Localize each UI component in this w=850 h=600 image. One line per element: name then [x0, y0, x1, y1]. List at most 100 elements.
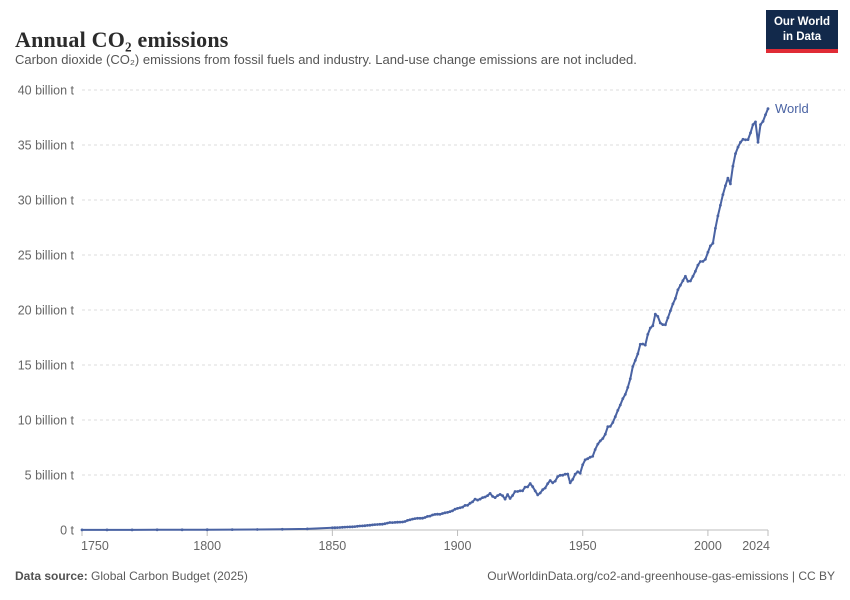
data-point-marker[interactable]	[596, 442, 600, 446]
data-point-marker[interactable]	[498, 493, 502, 496]
data-point-marker[interactable]	[378, 522, 382, 526]
data-point-marker[interactable]	[501, 494, 504, 498]
data-point-marker[interactable]	[366, 524, 369, 527]
data-point-marker[interactable]	[571, 478, 575, 481]
data-point-marker[interactable]	[541, 488, 545, 492]
data-point-marker[interactable]	[608, 425, 612, 428]
data-point-marker[interactable]	[628, 377, 632, 381]
data-point-marker[interactable]	[754, 120, 757, 124]
data-point-marker[interactable]	[383, 522, 387, 526]
data-point-marker[interactable]	[759, 123, 762, 126]
data-point-marker[interactable]	[488, 492, 492, 495]
data-point-marker[interactable]	[691, 275, 695, 278]
data-point-marker[interactable]	[576, 470, 580, 474]
data-point-marker[interactable]	[676, 288, 680, 292]
data-point-marker[interactable]	[598, 439, 602, 443]
data-point-marker[interactable]	[666, 316, 670, 320]
data-point-marker[interactable]	[626, 386, 630, 389]
data-point-marker[interactable]	[651, 324, 655, 328]
data-point-marker[interactable]	[518, 489, 522, 493]
data-point-marker[interactable]	[558, 473, 562, 477]
data-point-marker[interactable]	[679, 283, 682, 287]
data-point-marker[interactable]	[528, 482, 532, 485]
data-point-marker[interactable]	[155, 528, 159, 532]
data-point-marker[interactable]	[336, 526, 339, 529]
data-point-marker[interactable]	[548, 479, 552, 482]
data-point-marker[interactable]	[631, 365, 635, 368]
data-point-marker[interactable]	[398, 520, 402, 524]
data-point-marker[interactable]	[533, 489, 537, 493]
data-point-marker[interactable]	[674, 297, 677, 300]
data-point-marker[interactable]	[566, 472, 570, 476]
data-point-marker[interactable]	[473, 497, 477, 501]
data-point-marker[interactable]	[573, 472, 577, 476]
data-point-marker[interactable]	[491, 495, 494, 498]
data-point-marker[interactable]	[583, 458, 587, 462]
data-point-marker[interactable]	[714, 226, 717, 230]
data-point-marker[interactable]	[706, 250, 710, 254]
data-point-marker[interactable]	[371, 523, 374, 527]
owid-logo[interactable]: Our World in Data	[765, 10, 838, 53]
data-point-marker[interactable]	[731, 164, 735, 168]
data-point-marker[interactable]	[343, 525, 347, 529]
data-point-marker[interactable]	[739, 140, 742, 144]
data-point-marker[interactable]	[764, 113, 767, 117]
data-point-marker[interactable]	[671, 302, 675, 306]
data-point-marker[interactable]	[766, 107, 770, 111]
data-point-marker[interactable]	[481, 496, 484, 499]
data-point-marker[interactable]	[606, 425, 610, 429]
series-end-label[interactable]: World	[775, 101, 809, 116]
data-point-marker[interactable]	[418, 516, 422, 520]
data-point-marker[interactable]	[353, 525, 357, 528]
data-point-marker[interactable]	[471, 500, 474, 504]
data-point-marker[interactable]	[591, 454, 595, 458]
data-point-marker[interactable]	[761, 120, 765, 123]
data-point-marker[interactable]	[531, 485, 535, 489]
data-point-marker[interactable]	[546, 482, 550, 485]
data-point-marker[interactable]	[503, 497, 507, 501]
data-point-marker[interactable]	[744, 138, 747, 142]
data-point-marker[interactable]	[476, 498, 479, 502]
data-point-marker[interactable]	[431, 513, 434, 517]
data-point-marker[interactable]	[438, 512, 442, 516]
data-point-marker[interactable]	[641, 342, 645, 346]
data-point-marker[interactable]	[358, 524, 362, 528]
data-point-marker[interactable]	[386, 521, 389, 525]
data-point-marker[interactable]	[230, 528, 234, 531]
data-point-marker[interactable]	[478, 497, 482, 501]
data-point-marker[interactable]	[411, 517, 414, 521]
data-point-marker[interactable]	[341, 525, 344, 529]
data-point-marker[interactable]	[616, 409, 620, 412]
data-point-marker[interactable]	[205, 528, 209, 532]
data-point-marker[interactable]	[351, 525, 354, 529]
data-point-marker[interactable]	[669, 309, 672, 313]
data-point-marker[interactable]	[483, 495, 487, 499]
data-point-marker[interactable]	[689, 279, 692, 283]
data-point-marker[interactable]	[664, 323, 667, 327]
data-point-marker[interactable]	[443, 511, 447, 515]
data-point-marker[interactable]	[686, 279, 690, 283]
data-point-marker[interactable]	[368, 523, 372, 527]
data-point-marker[interactable]	[373, 523, 377, 526]
data-point-marker[interactable]	[513, 490, 517, 493]
data-point-marker[interactable]	[391, 521, 394, 524]
data-point-marker[interactable]	[523, 485, 527, 489]
data-point-marker[interactable]	[704, 257, 707, 261]
attribution-link[interactable]: OurWorldinData.org/co2-and-greenhouse-ga…	[487, 569, 835, 583]
data-point-marker[interactable]	[388, 521, 392, 524]
data-point-marker[interactable]	[621, 397, 625, 401]
data-point-marker[interactable]	[426, 515, 429, 518]
data-point-marker[interactable]	[726, 176, 730, 180]
data-point-marker[interactable]	[611, 421, 615, 424]
data-point-marker[interactable]	[408, 518, 412, 522]
data-point-marker[interactable]	[428, 514, 432, 518]
data-point-marker[interactable]	[403, 520, 407, 523]
data-point-marker[interactable]	[453, 507, 457, 511]
data-point-marker[interactable]	[466, 503, 469, 507]
data-point-marker[interactable]	[451, 509, 454, 513]
data-point-marker[interactable]	[756, 140, 760, 144]
data-point-marker[interactable]	[563, 472, 567, 476]
data-point-marker[interactable]	[586, 457, 590, 461]
data-point-marker[interactable]	[521, 489, 524, 493]
data-point-marker[interactable]	[461, 505, 464, 509]
